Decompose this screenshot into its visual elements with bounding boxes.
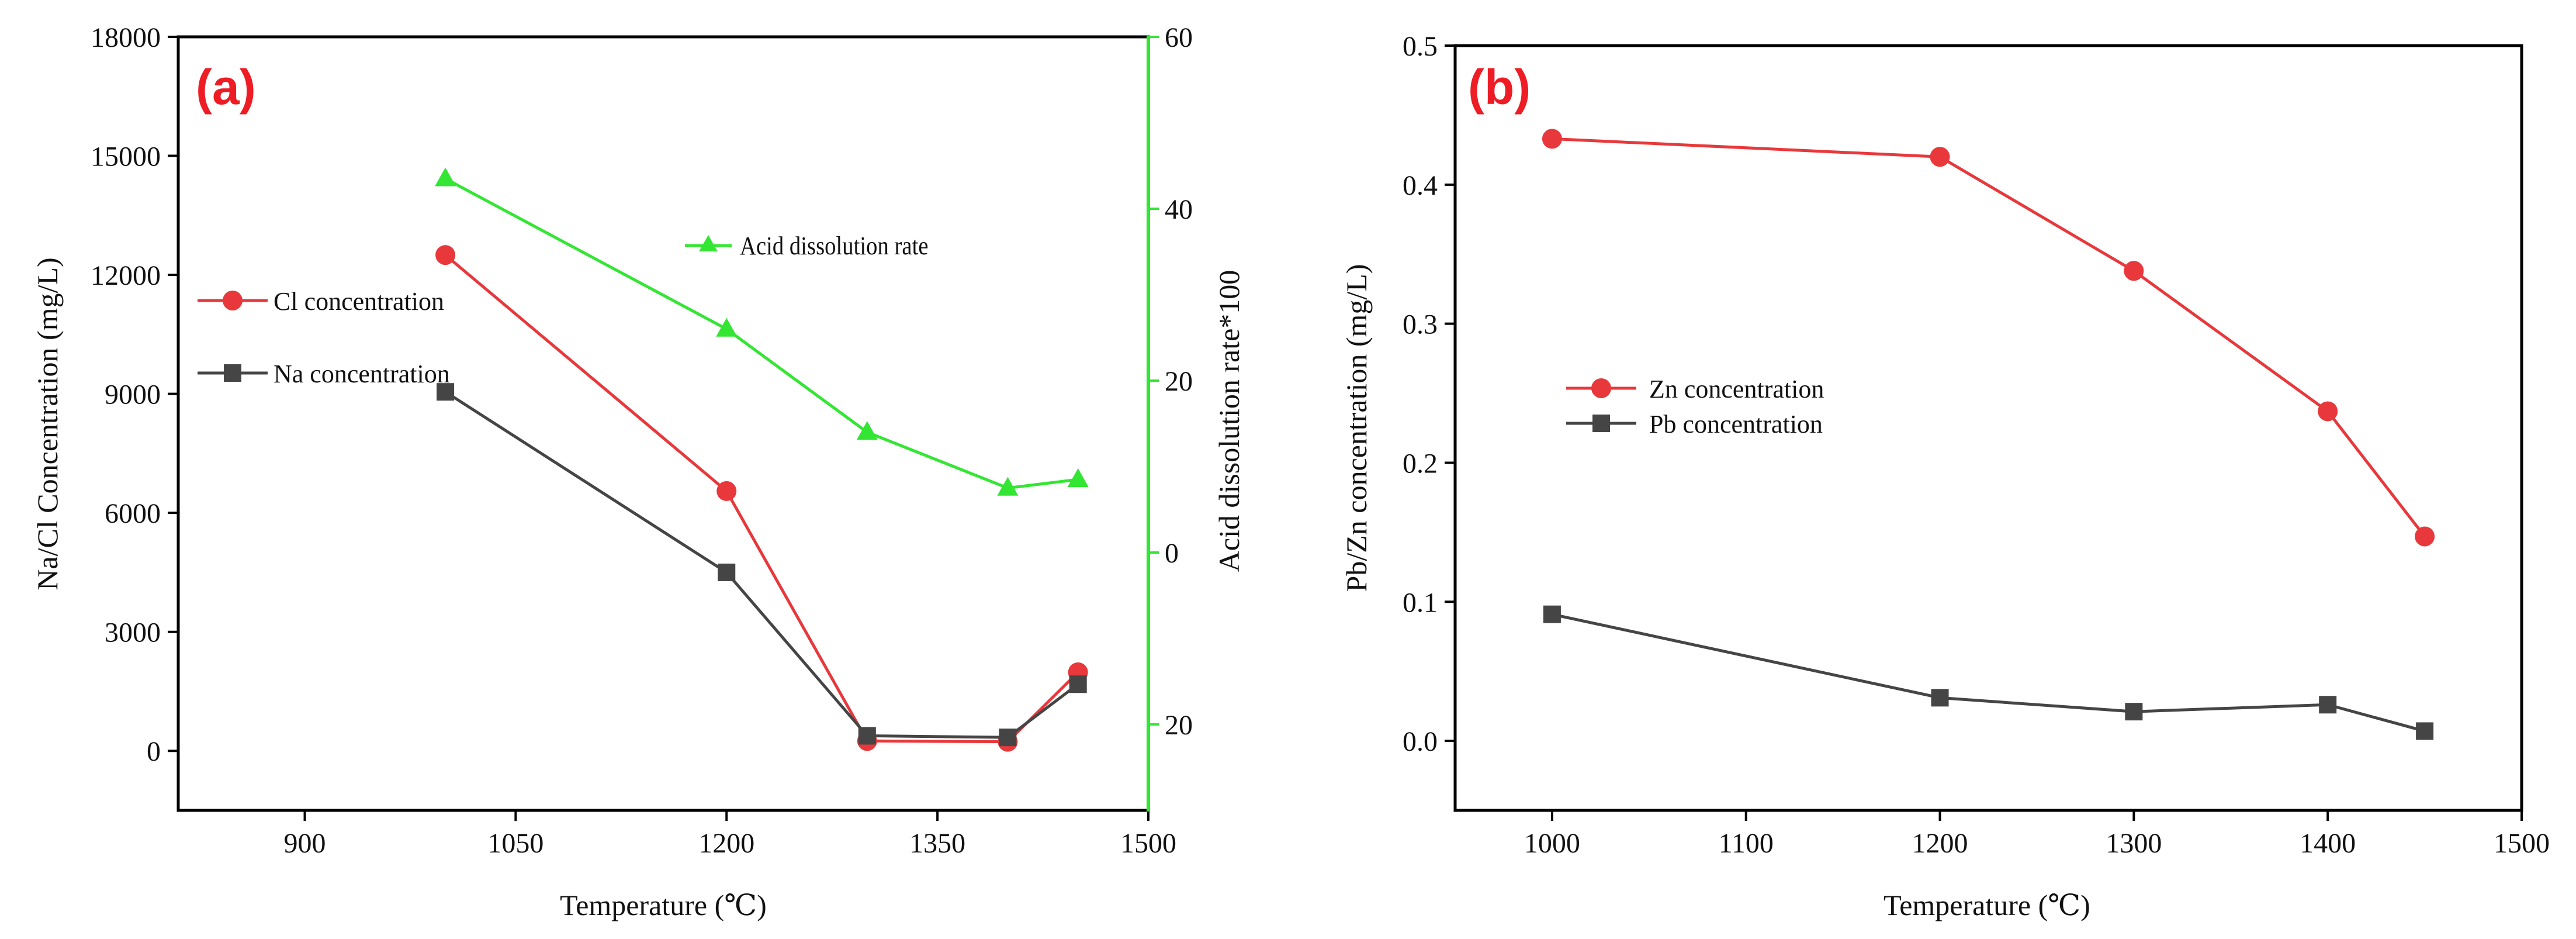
b-series-1: [1543, 605, 2434, 740]
b-x-tick-label-4: 1400: [2300, 828, 2356, 859]
a-series-0: [435, 245, 1088, 752]
legend-zn-label: Zn concentration: [1649, 375, 1824, 403]
a-y2-tick-label-3: 40: [1165, 194, 1193, 225]
panel-b-plot-area: [1453, 44, 2523, 812]
panel-a-legend-cl: Cl concentration: [198, 287, 444, 316]
series-line-b0: [1552, 137, 2426, 538]
a-x-tick-label-1: 1050: [487, 828, 543, 859]
data-point-a0-1: [716, 481, 737, 501]
b-y-tick-label-3: 0.3: [1403, 309, 1438, 340]
data-point-a2-2: [856, 421, 878, 440]
a-x-tick-label-0: 900: [284, 828, 326, 859]
data-point-a2-0: [435, 167, 456, 187]
b-series-0: [1542, 129, 2435, 547]
data-point-b0-4: [2415, 526, 2435, 547]
panel-a-legend-na: Na concentration: [198, 360, 450, 388]
b-x-tick-label-1: 1100: [1719, 828, 1774, 859]
panel-a-label: (a): [196, 60, 256, 115]
a-x-tick-label-2: 1200: [698, 828, 754, 859]
panel-a-chart: 900 1050 1200 1350 1500030006000900012000150…: [31, 22, 1245, 921]
a-y-tick-label-5: 15000: [91, 141, 161, 172]
legend-pb-label: Pb concentration: [1649, 410, 1823, 439]
a-y-tick-label-1: 3000: [105, 617, 161, 648]
legend-acid-label: Acid dissolution rate: [740, 232, 929, 260]
data-point-a1-0: [437, 383, 455, 401]
panel-a-axes: 900 1050 1200 1350 1500030006000900012000150…: [91, 22, 1193, 859]
a-series-1: [437, 383, 1087, 747]
b-y-tick-label-2: 0.2: [1403, 448, 1438, 479]
legend-cl-marker: [223, 291, 243, 310]
a-x-tick-label-4: 1500: [1120, 828, 1176, 859]
panel-b-label: (b): [1468, 60, 1531, 115]
data-point-b1-0: [1543, 605, 1561, 623]
a-x-tick-label-3: 1350: [909, 828, 965, 859]
data-point-b0-1: [1930, 147, 1950, 167]
b-y-tick-label-1: 0.1: [1403, 587, 1438, 618]
a-y2-tick-label-4: 60: [1165, 22, 1193, 53]
series-line-b1: [1552, 613, 2425, 733]
legend-na-label: Na concentration: [273, 360, 450, 388]
panel-a-series: [435, 167, 1089, 752]
panel-a-x-axis-title: Temperature (℃): [560, 889, 767, 921]
legend-acid-marker: [699, 235, 718, 251]
a-y-tick-label-2: 6000: [105, 498, 161, 529]
data-point-b1-4: [2416, 722, 2434, 740]
data-point-b1-1: [1931, 689, 1949, 707]
legend-cl-label: Cl concentration: [273, 287, 444, 316]
b-y-tick-label-5: 0.5: [1403, 31, 1438, 62]
b-y-tick-label-4: 0.4: [1403, 170, 1438, 201]
data-point-a1-1: [718, 563, 736, 581]
a-y2-tick-label-2: 20: [1165, 366, 1193, 397]
a-y2-tick-label-0: 20: [1165, 710, 1193, 741]
b-x-tick-label-3: 1300: [2106, 828, 2162, 859]
b-y-tick-label-0: 0.0: [1403, 726, 1438, 757]
panel-a-y-axis-title: Na/Cl Concentration (mg/L): [31, 257, 64, 590]
b-x-tick-label-5: 1500: [2494, 828, 2550, 859]
data-point-a1-3: [999, 729, 1017, 747]
a-y-tick-label-0: 0: [147, 736, 161, 767]
data-point-a1-4: [1069, 675, 1087, 693]
data-point-b0-0: [1542, 129, 1562, 149]
data-point-a0-0: [435, 245, 456, 265]
panel-a-plot-area: [176, 35, 1150, 812]
data-point-a2-3: [997, 477, 1019, 496]
data-point-a1-2: [858, 727, 876, 745]
panel-a-y2-axis-title: Acid dissolution rate*100: [1213, 270, 1245, 572]
data-point-b0-2: [2124, 261, 2144, 281]
a-series-2: [435, 167, 1089, 496]
panel-b-chart: 1000 1100 1200 1300 1400 1500 0.0 0.1 0.2 0.3 0.4 0…: [1340, 31, 2550, 921]
panel-b-legend-pb: Pb concentration: [1566, 410, 1823, 439]
legend-na-marker: [224, 364, 241, 382]
a-y-tick-label-6: 18000: [91, 22, 161, 53]
series-line-a1: [444, 391, 1079, 739]
panel-a-legend-acid: Acid dissolution rate: [685, 232, 929, 260]
data-point-a2-4: [1067, 468, 1089, 488]
b-x-tick-label-0: 1000: [1524, 828, 1580, 859]
panel-b-y-axis-title: Pb/Zn concentration (mg/L): [1340, 264, 1373, 592]
a-y-tick-label-3: 9000: [105, 379, 161, 410]
b-x-tick-label-2: 1200: [1912, 828, 1968, 859]
a-y2-tick-label-1: 0: [1165, 538, 1179, 569]
panel-b-x-axis-title: Temperature (℃): [1883, 889, 2090, 921]
panel-b-series: [1542, 129, 2435, 740]
series-line-a0: [444, 254, 1079, 744]
legend-pb-marker: [1592, 415, 1610, 432]
data-point-b1-2: [2125, 703, 2143, 721]
a-y-tick-label-4: 12000: [91, 260, 161, 291]
legend-zn-marker: [1591, 378, 1611, 398]
data-point-b1-3: [2319, 696, 2337, 714]
panel-b-legend-zn: Zn concentration: [1566, 375, 1824, 403]
data-point-a2-1: [716, 317, 738, 337]
data-point-b0-3: [2318, 401, 2338, 422]
panel-b-axes: 1000 1100 1200 1300 1400 1500 0.0 0.1 0.2 0.3 0.4 0…: [1403, 31, 2550, 859]
